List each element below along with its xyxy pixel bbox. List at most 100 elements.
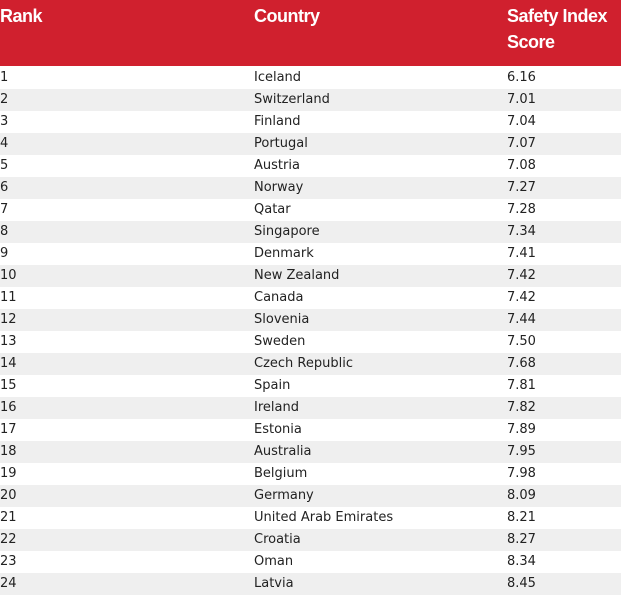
table-cell: 1 (0, 70, 9, 85)
table-cell: Austria (254, 158, 300, 173)
table-cell: Portugal (254, 136, 308, 151)
table-cell: 7.98 (507, 466, 536, 481)
table-cell: Latvia (254, 576, 294, 591)
table-cell: 14 (0, 356, 17, 371)
header-cell: Safety Index Score (507, 6, 608, 52)
table-cell: 12 (0, 312, 17, 327)
table-cell: 7.28 (507, 202, 536, 217)
table-cell: Norway (254, 180, 304, 195)
table-cell: Switzerland (254, 92, 330, 107)
table-row: 17 Estonia 7.89 (0, 419, 621, 441)
table-row: 16 Ireland 7.82 (0, 397, 621, 419)
table-cell: 10 (0, 268, 17, 283)
table-cell: 8.21 (507, 510, 536, 525)
table-cell: 7.81 (507, 378, 536, 393)
table-cell: 15 (0, 378, 17, 393)
table-cell: 22 (0, 532, 17, 547)
table-cell: 7.34 (507, 224, 536, 239)
table-cell: 19 (0, 466, 17, 481)
table-row: 7 Qatar 7.28 (0, 199, 621, 221)
table-cell: 8 (0, 224, 9, 239)
table-cell: 7.42 (507, 290, 536, 305)
table-cell: 7.08 (507, 158, 536, 173)
table-cell: 8.34 (507, 554, 536, 569)
table-row: 3 Finland 7.04 (0, 111, 621, 133)
table-cell: 7.68 (507, 356, 536, 371)
table-cell: 9 (0, 246, 9, 261)
table-cell: Czech Republic (254, 356, 353, 371)
table-cell: Qatar (254, 202, 291, 217)
table-cell: Oman (254, 554, 294, 569)
table-cell: Singapore (254, 224, 320, 239)
table-header: Rank Country Safety Index Score (0, 0, 621, 66)
table-row: 12 Slovenia 7.44 (0, 309, 621, 331)
table-cell: 7.04 (507, 114, 536, 129)
table-cell: Belgium (254, 466, 308, 481)
table-row: 13 Sweden 7.50 (0, 331, 621, 353)
table-cell: Iceland (254, 70, 302, 85)
table-cell: Ireland (254, 400, 299, 415)
table-row: 22 Croatia 8.27 (0, 529, 621, 551)
table-row: 15 Spain 7.81 (0, 375, 621, 397)
table-row: 24 Latvia 8.45 (0, 573, 621, 595)
table-cell: Sweden (254, 334, 306, 349)
table-cell: 3 (0, 114, 9, 129)
table-cell: 7.07 (507, 136, 536, 151)
table-row: 14 Czech Republic 7.68 (0, 353, 621, 375)
table-cell: Slovenia (254, 312, 310, 327)
table-cell: 17 (0, 422, 17, 437)
table-row: 18 Australia 7.95 (0, 441, 621, 463)
table-row: 8 Singapore 7.34 (0, 221, 621, 243)
table-row: 19 Belgium 7.98 (0, 463, 621, 485)
table-cell: 7 (0, 202, 9, 217)
table-row: 10 New Zealand 7.42 (0, 265, 621, 287)
table-cell: 7.82 (507, 400, 536, 415)
table-cell: Denmark (254, 246, 314, 261)
table-cell: 7.44 (507, 312, 536, 327)
table-row: 4 Portugal 7.07 (0, 133, 621, 155)
table-cell: Finland (254, 114, 301, 129)
table-cell: New Zealand (254, 268, 340, 283)
table-cell: 8.45 (507, 576, 536, 591)
table-cell: 23 (0, 554, 17, 569)
table-cell: 7.27 (507, 180, 536, 195)
table-row: 9 Denmark 7.41 (0, 243, 621, 265)
table-cell: 5 (0, 158, 9, 173)
table-row: 5 Austria 7.08 (0, 155, 621, 177)
table-cell: 7.42 (507, 268, 536, 283)
table-cell: 7.41 (507, 246, 536, 261)
table-cell: 2 (0, 92, 9, 107)
table-cell: 6.16 (507, 70, 536, 85)
table-cell: Estonia (254, 422, 302, 437)
table-cell: United Arab Emirates (254, 510, 394, 525)
table-cell: 11 (0, 290, 17, 305)
table-cell: 8.27 (507, 532, 536, 547)
table-row: 1 Iceland 6.16 (0, 67, 621, 89)
table-cell: 7.50 (507, 334, 536, 349)
table-row: 11 Canada 7.42 (0, 287, 621, 309)
header-cell: Country (254, 6, 320, 26)
table-row: 20 Germany 8.09 (0, 485, 621, 507)
table-row: 2 Switzerland 7.01 (0, 89, 621, 111)
table-cell: Spain (254, 378, 291, 393)
table-cell: Germany (254, 488, 314, 503)
table-cell: 21 (0, 510, 17, 525)
table-cell: Australia (254, 444, 312, 459)
table-cell: 8.09 (507, 488, 536, 503)
table-cell: Croatia (254, 532, 301, 547)
table-row: 23 Oman 8.34 (0, 551, 621, 573)
table-cell: 7.95 (507, 444, 536, 459)
table-cell: 18 (0, 444, 17, 459)
table-cell: 4 (0, 136, 9, 151)
table-cell: 13 (0, 334, 17, 349)
table-cell: 7.89 (507, 422, 536, 437)
table-cell: 6 (0, 180, 9, 195)
header-cell: Rank (0, 6, 43, 26)
table-cell: 24 (0, 576, 17, 591)
table-cell: 20 (0, 488, 17, 503)
table-row: 21 United Arab Emirates 8.21 (0, 507, 621, 529)
table-cell: 7.01 (507, 92, 536, 107)
table-cell: 16 (0, 400, 17, 415)
table-row: 6 Norway 7.27 (0, 177, 621, 199)
